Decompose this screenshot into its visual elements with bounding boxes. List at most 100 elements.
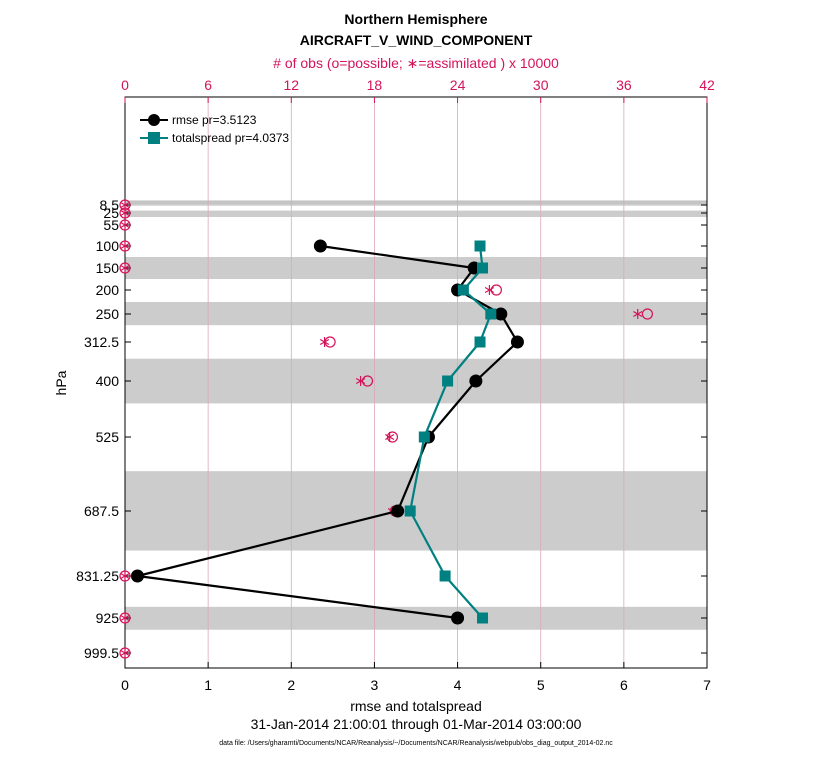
legend: rmse pr=3.5123 totalspread pr=4.0373 — [140, 113, 289, 145]
obs-assimilated-marker — [319, 337, 330, 347]
bottom-tick-label: 1 — [204, 677, 212, 693]
obs-assimilated-marker — [120, 241, 130, 251]
top-axis-ticks: 0 6 12 18 24 30 36 42 — [121, 77, 715, 103]
totalspread-line — [409, 245, 493, 619]
y-axis-label: hPa — [53, 370, 69, 395]
top-axis-label: # of obs (o=possible; ∗=assimilated ) x … — [273, 55, 559, 71]
obs-assimilated-stroke — [120, 572, 130, 580]
y-tick-label: 312.5 — [84, 334, 119, 350]
obs-assimilated-marker — [120, 571, 130, 581]
obs-assimilated-marker — [120, 208, 130, 218]
top-tick-label: 0 — [121, 77, 129, 93]
y-tick-label: 25 — [103, 205, 119, 221]
top-tick-label: 36 — [616, 77, 632, 93]
bottom-tick-label: 4 — [454, 677, 462, 693]
chart-subtitle: AIRCRAFT_V_WIND_COMPONENT — [300, 32, 533, 48]
totalspread-point — [474, 336, 486, 348]
x-axis-label: rmse and totalspread — [350, 698, 482, 714]
obs-assimilated-stroke — [120, 201, 130, 209]
shaded-bands — [125, 200, 707, 630]
y-tick-label: 925 — [96, 610, 120, 626]
rmse-point — [451, 611, 465, 625]
rmse-point — [494, 307, 508, 321]
obs-assimilated-stroke — [385, 433, 395, 441]
observation-markers — [119, 199, 654, 659]
y-tick-label: 55 — [103, 217, 119, 233]
bottom-tick-label: 6 — [620, 677, 628, 693]
y-tick-label: 200 — [96, 282, 120, 298]
obs-possible-marker — [324, 336, 336, 348]
rmse-point — [130, 569, 144, 583]
obs-possible-marker — [641, 308, 654, 320]
top-tick-label: 30 — [533, 77, 549, 93]
shaded-band — [125, 302, 707, 326]
legend-rmse-marker — [148, 114, 160, 126]
obs-assimilated-marker — [120, 613, 130, 623]
obs-assimilated-marker — [484, 285, 495, 295]
data-series — [130, 239, 524, 625]
legend-totalspread-label: totalspread pr=4.0373 — [172, 131, 289, 145]
bottom-tick-label: 5 — [537, 677, 545, 693]
totalspread-point — [474, 240, 486, 252]
obs-assimilated-stroke — [355, 377, 366, 385]
obs-assimilated-marker — [633, 309, 643, 319]
shaded-band — [125, 210, 707, 217]
legend-rmse-label: rmse pr=3.5123 — [172, 113, 257, 127]
date-range: 31-Jan-2014 21:00:01 through 01-Mar-2014… — [251, 716, 582, 732]
y-tick-label: 100 — [96, 238, 120, 254]
totalspread-point — [404, 505, 416, 517]
obs-possible-marker — [490, 284, 502, 296]
top-tick-label: 6 — [204, 77, 212, 93]
y-tick-label: 400 — [96, 373, 120, 389]
y-tick-label: 525 — [96, 429, 120, 445]
obs-assimilated-marker — [355, 376, 366, 386]
bottom-tick-label: 7 — [703, 677, 711, 693]
obs-assimilated-marker — [385, 432, 395, 442]
totalspread-point — [457, 284, 469, 296]
obs-assimilated-stroke — [120, 614, 130, 622]
shaded-band — [125, 358, 707, 404]
obs-possible-marker — [361, 375, 374, 387]
obs-assimilated-stroke — [120, 264, 130, 272]
shaded-band — [125, 606, 707, 630]
legend-totalspread-marker — [148, 132, 160, 144]
totalspread-point — [442, 375, 454, 387]
bottom-tick-label: 0 — [121, 677, 129, 693]
obs-assimilated-stroke — [120, 242, 130, 250]
top-tick-label: 42 — [699, 77, 715, 93]
obs-assimilated-stroke — [484, 286, 495, 294]
rmse-point — [391, 504, 405, 518]
y-tick-label: 831.25 — [76, 568, 119, 584]
shaded-band — [125, 257, 707, 279]
obs-assimilated-marker — [120, 220, 130, 230]
plot-frame — [124, 96, 708, 669]
totalspread-point — [485, 308, 497, 320]
totalspread-point — [418, 431, 430, 443]
obs-assimilated-stroke — [319, 338, 330, 346]
top-tick-label: 12 — [283, 77, 299, 93]
bottom-tick-label: 2 — [287, 677, 295, 693]
y-tick-label: 150 — [96, 260, 120, 276]
chart-title: Northern Hemisphere — [344, 11, 487, 27]
obs-assimilated-stroke — [120, 221, 130, 229]
obs-assimilated-stroke — [120, 209, 130, 217]
obs-assimilated-marker — [120, 263, 130, 273]
rmse-point — [510, 335, 524, 349]
y-tick-label: 999.5 — [84, 645, 119, 661]
vertical-gridlines — [207, 97, 625, 668]
obs-assimilated-stroke — [120, 649, 130, 657]
bottom-tick-label: 3 — [371, 677, 379, 693]
obs-assimilated-marker — [120, 648, 130, 658]
rmse-point — [469, 374, 483, 388]
top-tick-label: 24 — [450, 77, 466, 93]
totalspread-point — [477, 262, 489, 274]
bottom-axis-ticks: 0 1 2 3 4 5 6 7 — [121, 662, 711, 693]
rmse-line — [137, 244, 519, 620]
y-tick-label: 8.5 — [100, 197, 120, 213]
footnote: data file: /Users/gharamti/Documents/NCA… — [219, 740, 613, 747]
totalspread-point — [439, 570, 451, 582]
totalspread-point — [477, 612, 489, 624]
y-tick-label: 687.5 — [84, 503, 119, 519]
y-tick-label: 250 — [96, 306, 120, 322]
